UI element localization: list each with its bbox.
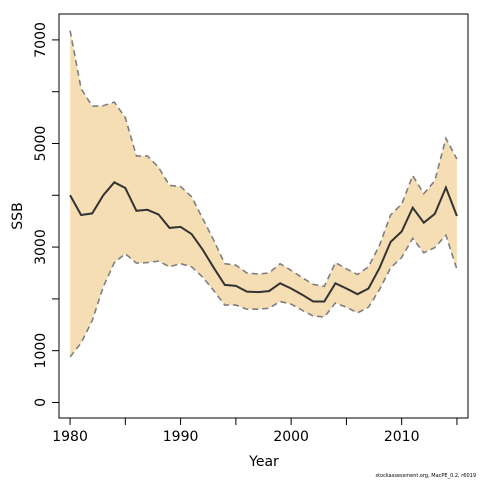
- confidence-band: [70, 30, 457, 357]
- x-tick-label: 1990: [163, 429, 199, 445]
- x-tick-label: 2010: [384, 429, 420, 445]
- plot-frame: [58, 13, 469, 419]
- y-axis: 0 1000 3000 5000 7000: [33, 22, 59, 407]
- lower-bound-line: [69, 233, 458, 358]
- x-axis-label: Year: [248, 454, 279, 470]
- y-tick-label: 0: [33, 398, 49, 407]
- footer-credit: stockassessment.org, MacPE_0.2, r6019: [376, 473, 477, 479]
- y-tick-label: 7000: [33, 22, 49, 58]
- estimate-line: [69, 181, 458, 303]
- y-tick-label: 1000: [33, 333, 49, 369]
- x-axis: 1980 1990 2000 2010: [52, 418, 458, 445]
- x-tick-label: 1980: [52, 429, 88, 445]
- y-tick-label: 3000: [33, 229, 49, 265]
- y-axis-label: SSB: [10, 202, 26, 229]
- y-tick-label: 5000: [33, 126, 49, 162]
- upper-bound-line: [69, 30, 458, 288]
- x-tick-label: 2000: [273, 429, 309, 445]
